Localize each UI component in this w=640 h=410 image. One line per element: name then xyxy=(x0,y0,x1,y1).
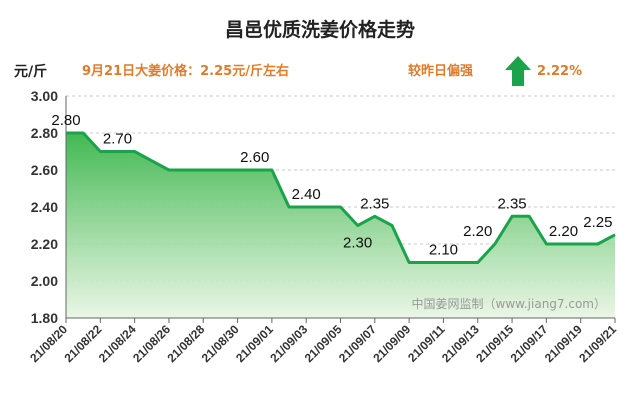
up-arrow-icon xyxy=(505,56,531,86)
data-label: 2.40 xyxy=(292,186,321,203)
y-tick-label: 3.00 xyxy=(31,88,58,104)
price-info-text: 9月21日大姜价格：2.25元/斤左右 xyxy=(82,63,289,79)
data-label: 2.70 xyxy=(103,131,132,148)
y-tick-label: 1.80 xyxy=(31,310,58,326)
price-line xyxy=(66,131,616,264)
data-label: 2.35 xyxy=(497,195,526,212)
y-axis-ticks: 3.00 2.80 2.60 2.40 2.20 2.00 1.80 xyxy=(31,88,58,326)
data-labels: 2.80 2.70 2.60 2.40 2.30 2.35 2.10 2.20 2.35 2.20… xyxy=(51,112,612,259)
price-area xyxy=(66,133,615,318)
data-label: 2.10 xyxy=(429,242,458,259)
compare-text: 较昨日偏强 xyxy=(408,63,473,79)
y-axis-unit: 元/斤 xyxy=(14,63,47,80)
chart-title: 昌邑优质洗姜价格走势 xyxy=(225,18,415,41)
watermark: 中国姜网监制（www.jiang7.com） xyxy=(412,296,606,311)
data-label: 2.25 xyxy=(583,214,612,231)
y-tick-label: 2.20 xyxy=(31,236,58,252)
y-tick-label: 2.80 xyxy=(31,125,58,141)
x-tick-label: 21/09/21 xyxy=(576,322,619,365)
x-axis-ticks: 21/08/2021/08/2221/08/2421/08/2621/08/28… xyxy=(27,318,619,365)
y-tick-label: 2.60 xyxy=(31,162,58,178)
data-label: 2.20 xyxy=(463,223,492,240)
data-label: 2.35 xyxy=(360,195,389,212)
y-tick-label: 2.00 xyxy=(31,273,58,289)
data-label: 2.60 xyxy=(240,149,269,166)
data-label: 2.80 xyxy=(51,112,80,129)
y-tick-label: 2.40 xyxy=(31,199,58,215)
x-tick-label: 21/09/09 xyxy=(370,322,413,365)
change-percent: 2.22% xyxy=(537,64,582,79)
data-label: 2.20 xyxy=(549,223,578,240)
data-label: 2.30 xyxy=(343,235,372,252)
